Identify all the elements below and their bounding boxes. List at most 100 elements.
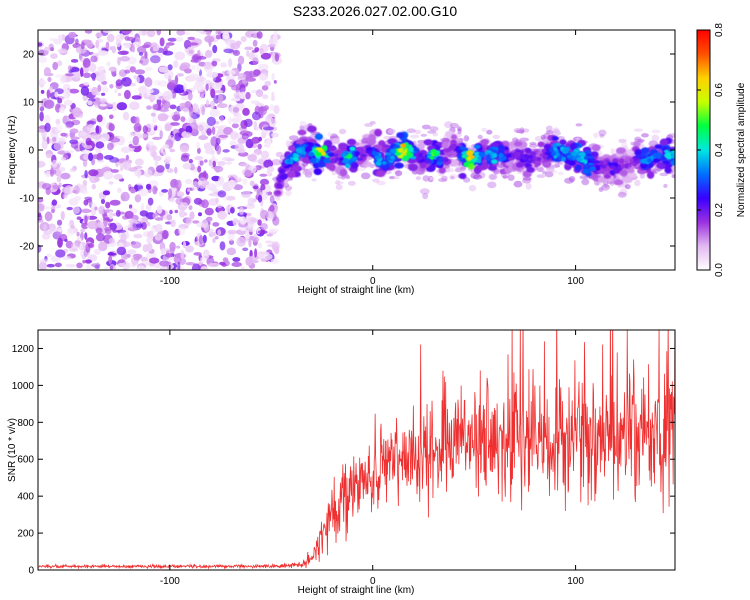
heatmap-noise-cell: [109, 222, 117, 231]
heatmap-noise-cell: [117, 56, 121, 66]
heatmap-noise-cell: [180, 258, 186, 264]
heatmap-noise-cell: [70, 136, 80, 140]
heatmap-halo-cell: [659, 172, 669, 177]
heatmap-signal-cell: [408, 163, 418, 172]
heatmap-noise-cell: [142, 244, 149, 253]
heatmap-noise-cell: [246, 203, 256, 210]
heatmap-noise-cell: [124, 210, 134, 219]
snr-xtick-label: -100: [160, 576, 180, 587]
heatmap-noise-cell: [204, 207, 214, 216]
heatmap-noise-cell: [180, 116, 186, 122]
heatmap-noise-cell: [260, 223, 268, 231]
heatmap-signal-cell: [570, 142, 577, 150]
heatmap-noise-cell: [245, 77, 256, 82]
heatmap-noise-cell: [186, 78, 197, 82]
heatmap-signal-cell: [286, 159, 292, 164]
heatmap-halo-cell: [671, 173, 675, 179]
heatmap-signal-cell: [542, 154, 549, 159]
heatmap-noise-cell: [214, 236, 219, 240]
heatmap-noise-cell: [54, 124, 63, 134]
heatmap-noise-cell: [128, 167, 138, 172]
heatmap-noise-cell: [197, 165, 202, 173]
heatmap-noise-cell: [138, 85, 148, 95]
heatmap-noise-cell: [99, 45, 107, 49]
heatmap-halo-cell: [617, 191, 627, 198]
heatmap-halo-cell: [360, 172, 371, 180]
heatmap-halo-cell: [487, 181, 497, 189]
heatmap-noise-cell: [103, 155, 114, 160]
heatmap-noise-cell: [162, 50, 174, 56]
heatmap-halo-cell: [393, 175, 400, 180]
heatmap-halo-cell: [372, 178, 380, 183]
heatmap-noise-cell: [63, 89, 71, 99]
heatmap-noise-cell: [81, 149, 91, 154]
heatmap-noise-cell: [54, 91, 59, 98]
heatmap-noise-cell: [91, 132, 102, 140]
heatmap-signal-cell: [498, 147, 505, 154]
heatmap-noise-cell: [225, 195, 236, 201]
heatmap-noise-cell: [265, 138, 272, 149]
heatmap-noise-cell: [198, 124, 204, 132]
heatmap-signal-cell: [304, 146, 313, 153]
heatmap-noise-cell: [44, 170, 52, 178]
heatmap-noise-cell: [139, 60, 144, 64]
heatmap-noise-cell: [190, 181, 200, 191]
heatmap-noise-cell: [233, 184, 244, 191]
heatmap-noise-cell: [168, 188, 173, 198]
heatmap-signal-cell: [536, 156, 542, 162]
heatmap-noise-cell: [80, 86, 90, 96]
heatmap-noise-cell: [201, 105, 205, 116]
heatmap-noise-cell: [92, 154, 101, 160]
heatmap-noise-cell: [202, 170, 207, 179]
heatmap-noise-cell: [126, 253, 131, 258]
heatmap-noise-cell: [83, 58, 91, 68]
heatmap-signal-cell: [514, 153, 520, 159]
heatmap-noise-cell: [259, 173, 268, 177]
heatmap-halo-cell: [389, 135, 399, 140]
heatmap-noise-cell: [120, 232, 127, 243]
heatmap-noise-cell: [133, 256, 141, 261]
heatmap-signal-cell: [551, 152, 556, 157]
colorbar-ticks: 0.0 0.2 0.4 0.6 0.8: [697, 23, 725, 277]
heatmap-noise-cell: [197, 180, 202, 186]
heatmap-noise-cell: [85, 242, 91, 253]
heatmap-noise-cell: [169, 148, 176, 153]
heatmap-noise-cell: [268, 228, 279, 233]
heatmap-signal-cell: [532, 156, 537, 161]
heatmap-noise-cell: [188, 205, 193, 211]
heatmap-noise-cell: [102, 30, 113, 33]
heatmap-noise-cell: [120, 191, 130, 202]
heatmap-noise-cell: [213, 125, 225, 129]
heatmap-noise-cell: [217, 160, 226, 166]
heatmap-signal-cell: [365, 147, 372, 152]
heatmap-noise-cell: [257, 143, 262, 150]
heatmap-noise-cell: [99, 132, 110, 142]
heatmap-signal-cell: [328, 146, 336, 152]
heatmap-noise-cell: [211, 83, 223, 90]
heatmap-noise-cell: [119, 33, 124, 40]
heatmap-noise-cell: [122, 111, 130, 121]
heatmap-noise-cell: [79, 242, 83, 250]
heatmap-signal-cell: [297, 129, 307, 136]
heatmap-noise-cell: [109, 114, 114, 120]
heatmap-noise-cell: [175, 36, 184, 42]
heatmap-signal-cell: [315, 147, 323, 151]
heatmap-noise-cell: [271, 73, 275, 81]
heatmap-noise-cell: [255, 126, 260, 130]
heatmap-noise-cell: [233, 49, 240, 57]
heatmap-signal-cell: [583, 159, 588, 165]
heatmap-signal-cell: [302, 144, 307, 148]
heatmap-noise-cell: [133, 233, 143, 239]
heatmap-noise-cell: [210, 88, 216, 99]
heatmap-noise-cell: [245, 91, 251, 100]
heatmap-noise-cell: [230, 207, 235, 214]
heatmap-noise-cell: [258, 242, 263, 249]
heatmap-noise-cell: [95, 32, 103, 38]
heatmap-signal-cell: [671, 152, 675, 157]
heatmap-noise-cell: [136, 265, 146, 270]
heatmap-noise-cell: [231, 116, 241, 125]
heatmap-noise-cell: [129, 66, 136, 73]
heatmap-noise-cell: [41, 131, 47, 138]
heatmap-noise-cell: [132, 46, 135, 53]
